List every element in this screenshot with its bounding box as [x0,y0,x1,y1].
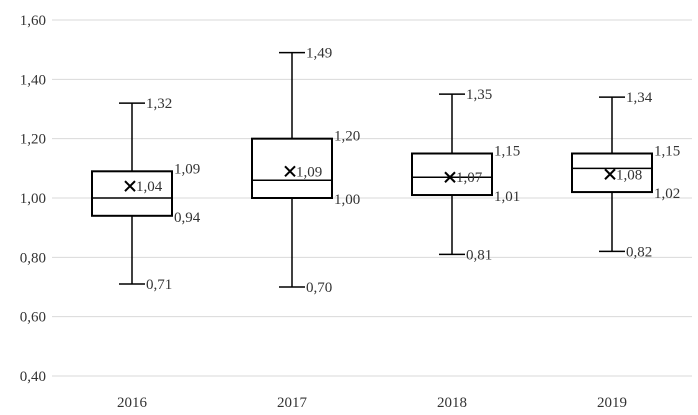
max-label: 1,49 [306,46,332,62]
x-tick-label: 2016 [117,395,148,411]
max-label: 1,35 [466,87,492,103]
mean-label: 1,04 [136,179,163,195]
y-tick-label: 1,20 [20,132,46,148]
x-tick-label: 2017 [277,395,308,411]
mean-label: 1,07 [456,170,483,186]
min-label: 0,70 [306,280,332,296]
max-label: 1,34 [626,90,653,106]
box-2018: 1,35 0,81 1,15 1,01 1,07 [411,87,520,263]
x-tick-label: 2019 [597,395,627,411]
q3-label: 1,20 [334,129,360,145]
max-label: 1,32 [146,96,172,112]
box-2017: 1,49 0,70 1,20 1,00 1,09 [251,46,360,296]
y-tick-label: 1,40 [20,72,46,88]
min-label: 0,81 [466,247,492,263]
q1-label: 1,02 [654,186,680,202]
mean-marker [124,180,136,192]
box-2019: 1,34 0,82 1,15 1,02 1,08 [571,90,680,260]
min-label: 0,82 [626,244,652,260]
q3-label: 1,09 [174,161,200,177]
y-tick-label: 0,80 [20,250,46,266]
mean-marker [444,171,456,183]
q1-label: 1,00 [334,192,360,208]
y-tick-label: 1,00 [20,191,46,207]
y-tick-label: 0,60 [20,310,46,326]
mean-marker [604,168,616,180]
x-axis-ticks: 2016 2017 2018 2019 [117,395,627,411]
mean-label: 1,08 [616,167,642,183]
mean-marker [284,165,296,178]
q1-label: 1,01 [494,189,520,205]
mean-label: 1,09 [296,164,322,180]
boxes-layer: 1,32 0,71 1,09 0,94 1,04 1,49 0,70 1,20 1,00 1,09… [91,46,680,296]
y-tick-label: 0,40 [20,369,46,385]
q3-label: 1,15 [654,144,680,160]
q3-label: 1,15 [494,144,520,160]
q1-label: 0,94 [174,210,201,226]
iqr-box [91,170,173,217]
box-2016: 1,32 0,71 1,09 0,94 1,04 [91,96,201,293]
min-label: 0,71 [146,277,172,293]
y-axis-ticks: 0,40 0,60 0,80 1,00 1,20 1,40 1,60 [20,13,46,385]
x-tick-label: 2018 [437,395,467,411]
y-tick-label: 1,60 [20,13,46,29]
